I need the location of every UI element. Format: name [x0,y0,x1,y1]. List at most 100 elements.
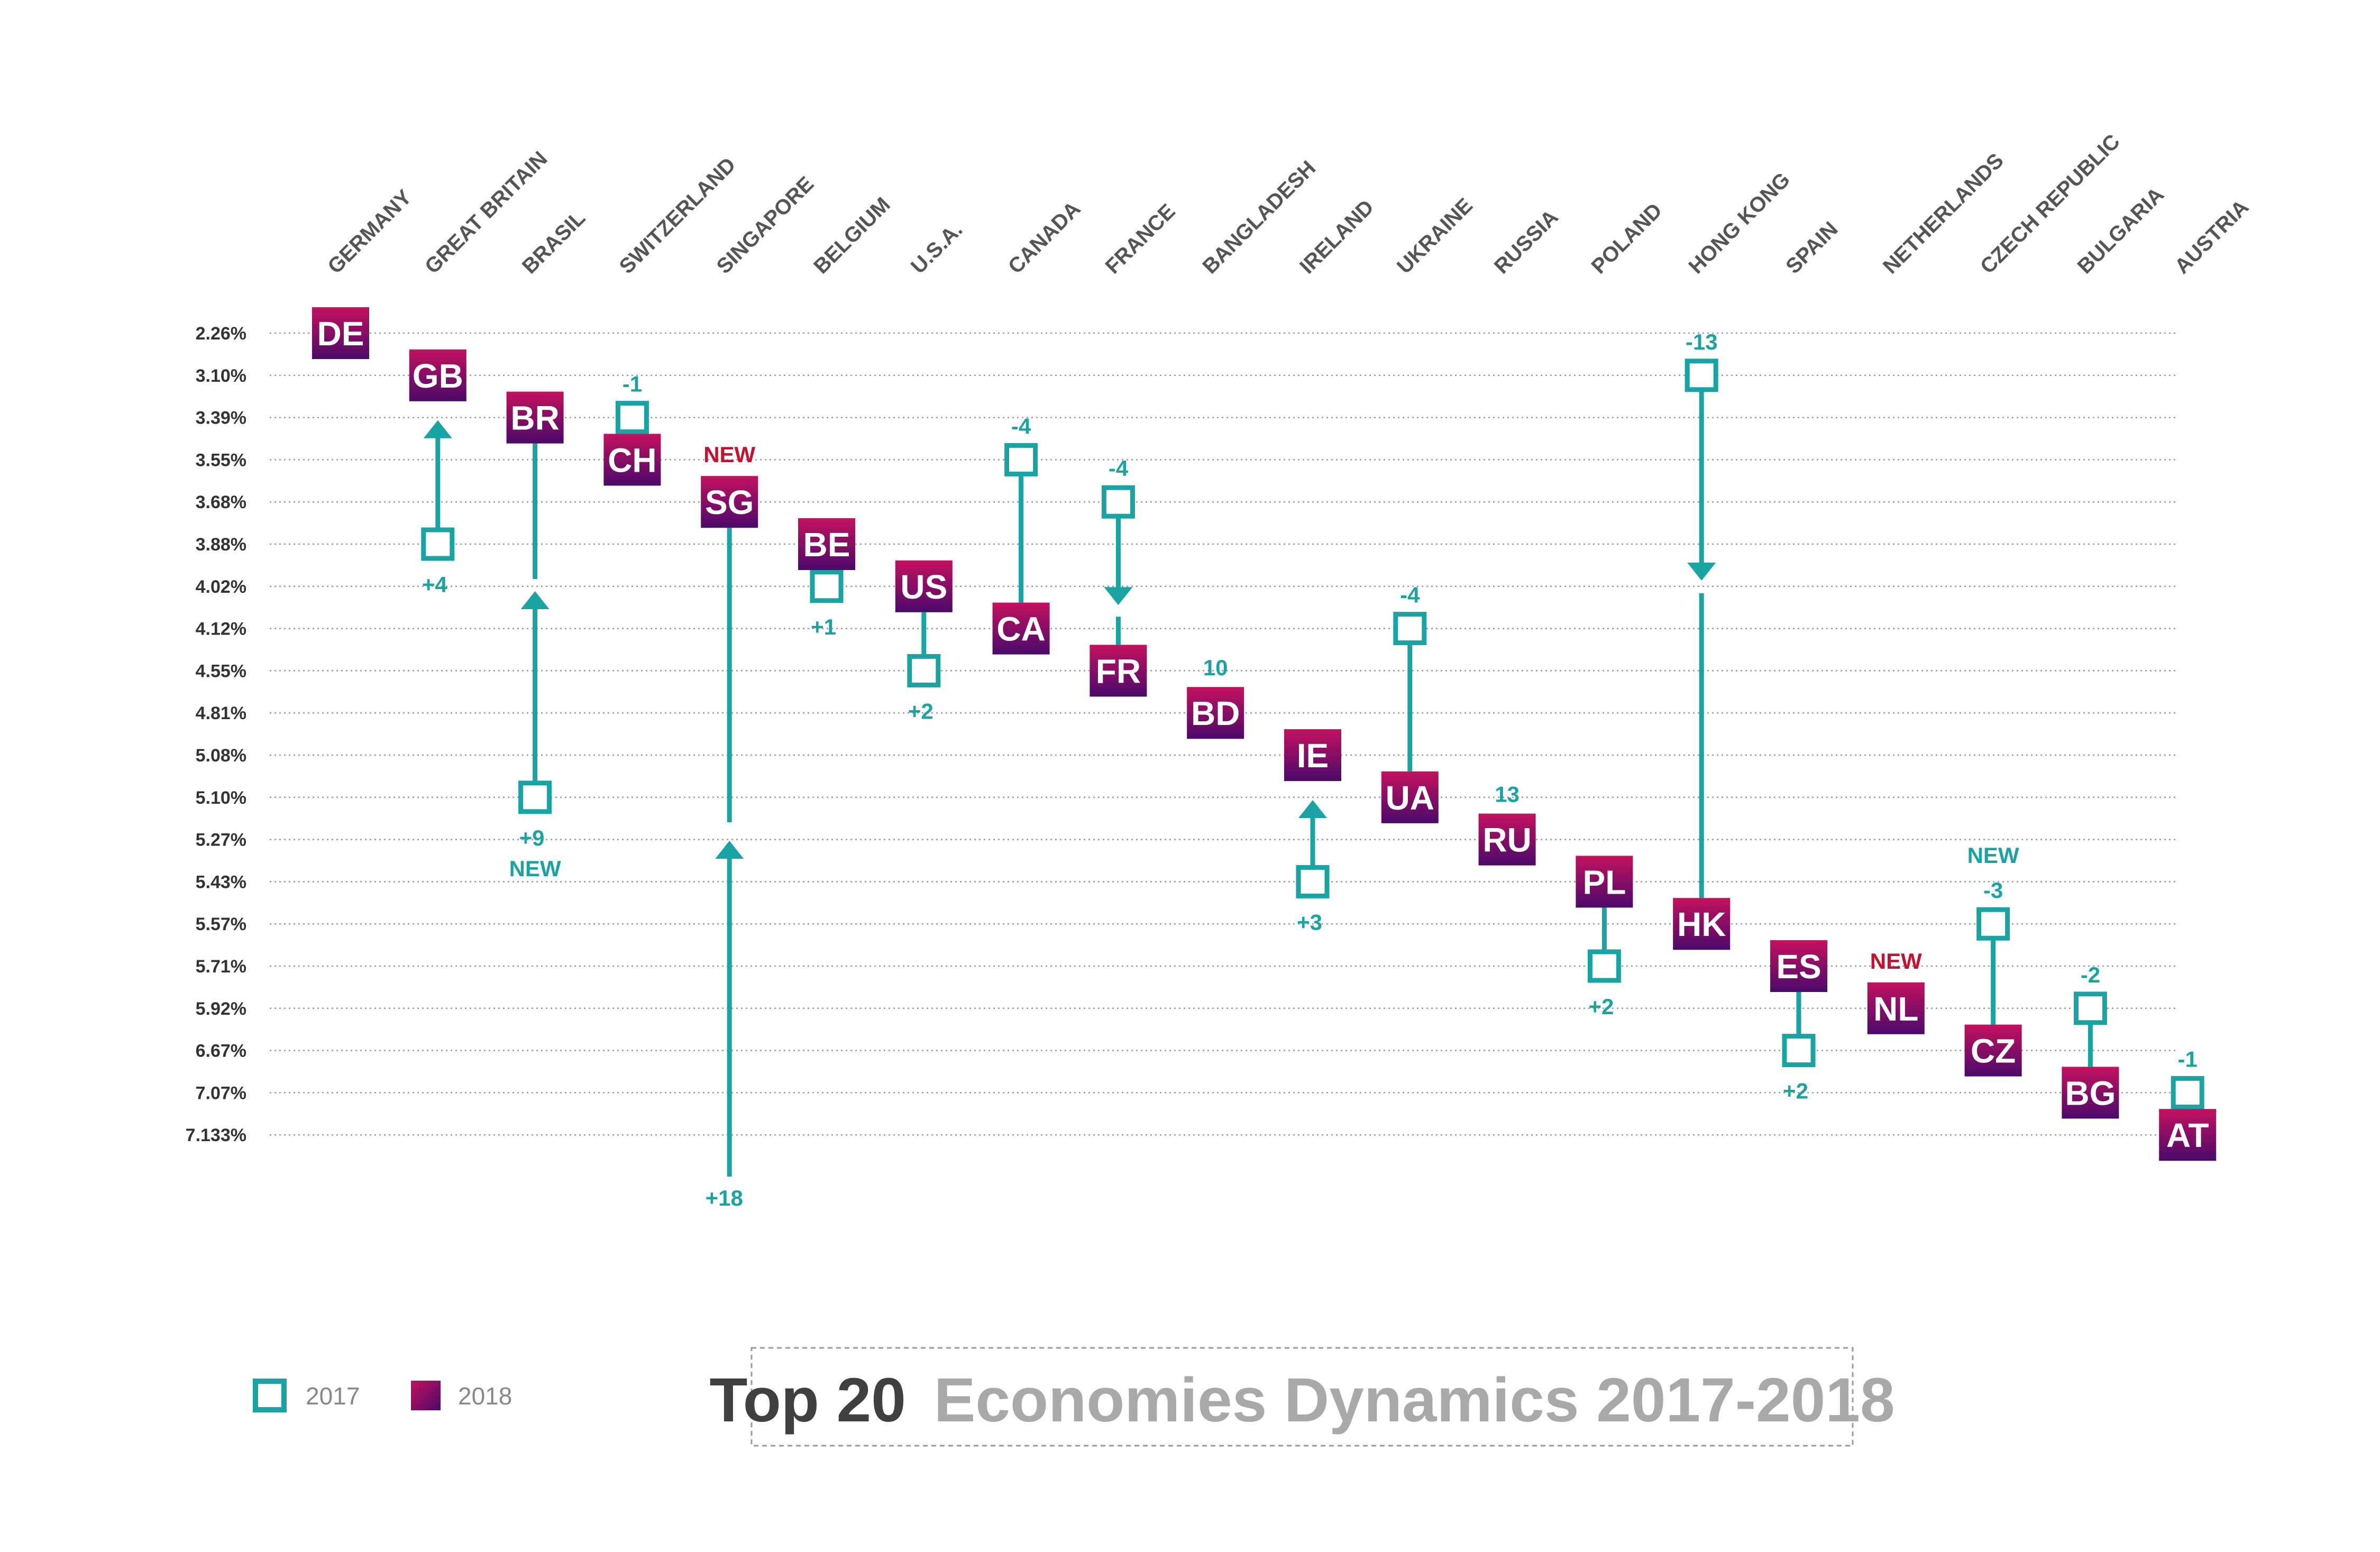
country-label: IRELAND [1295,196,1378,279]
marker-2017 [810,570,844,603]
y-tick-label: 5.08% [196,746,246,766]
y-tick-label: 5.57% [196,914,246,934]
country-label: FRANCE [1101,199,1180,278]
legend-2018-marker [411,1381,441,1410]
marker-2018 [1381,771,1439,823]
legend-2017-marker [253,1379,287,1412]
arrow-head [715,841,744,859]
marker-2018 [603,434,661,486]
marker-2017 [1393,612,1427,646]
y-tick-label: 2.26% [196,324,246,344]
marker-2018 [798,518,855,570]
y-tick-label: 3.88% [196,535,246,555]
rank-change-label: -13 [1686,329,1718,354]
country-label: BRASIL [518,206,590,278]
country-code-label: SG [705,483,754,521]
rank-change-label: NEW [1967,843,2019,868]
rank-change-label: -1 [2178,1046,2198,1071]
marker-2018 [2062,1067,2119,1119]
y-tick-label: 7.133% [186,1125,246,1145]
marker-2018 [1867,982,1925,1034]
chart-title: Top 20 Economies Dynamics 2017-2018 [709,1365,1894,1435]
connector-lines [423,389,2190,1177]
rank-change-label: NEW [509,856,561,881]
rank-change-label: +2 [1783,1079,1808,1104]
rank-change-label: +2 [908,699,933,723]
country-code-label: AT [2166,1116,2209,1154]
marker-2018 [701,476,758,528]
rank-change-label: +4 [422,572,448,597]
y-tick-label: 6.67% [196,1041,246,1061]
marker-2018 [1964,1024,2022,1077]
marker-2017 [1782,1034,1816,1068]
rank-change-label: +18 [706,1186,743,1210]
marker-2017 [2073,991,2107,1025]
chart-title-box: Top 20 Economies Dynamics 2017-2018 [709,1347,1895,1447]
country-code-label: BD [1191,694,1240,732]
country-code-label: CA [996,610,1045,648]
country-code-label: GB [413,357,463,395]
marker-2017 [1004,443,1038,476]
marker-2017 [615,401,649,435]
arrow-head [1687,563,1716,581]
rank-change-label: -4 [1400,583,1420,608]
y-tick-label: 4.81% [196,703,246,723]
marker-2018 [1284,729,1341,781]
legend-2017-label: 2017 [306,1382,360,1410]
y-tick-label: 3.55% [196,450,246,470]
marker-2017 [1587,949,1621,983]
country-label: CANADA [1004,197,1085,279]
country-label: HONG KONG [1684,168,1795,279]
rank-change-label: -2 [2081,962,2100,987]
rank-change-label: +3 [1297,910,1322,934]
marker-2017 [518,780,552,814]
rank-change-label: +1 [811,614,836,639]
y-tick-label: 3.68% [196,492,246,512]
rank-change-label: +9 [519,825,545,850]
y-tick-label: 4.12% [196,619,246,639]
country-code-label: BG [2065,1074,2116,1112]
marker-2018 [312,307,369,359]
arrow-head [520,591,550,609]
country-label: POLAND [1587,199,1667,279]
country-code-label: BR [510,399,559,437]
title-frame [750,1347,1854,1447]
arrow-head [1104,587,1133,605]
arrow-head [1298,800,1327,818]
country-code-label: PL [1583,863,1626,901]
y-tick-label: 3.10% [196,366,246,386]
y-tick-label: 5.71% [196,957,246,977]
rank-change-label: -4 [1109,456,1129,481]
country-label: UKRAINE [1393,194,1477,278]
marker-2017 [2171,1076,2204,1109]
marker-2018 [1090,645,1147,697]
y-tick-label: 4.02% [196,577,246,597]
rank-change-label: 13 [1495,782,1519,807]
title-part-1: Top 20 [709,1365,906,1435]
country-code-label: FR [1096,652,1141,690]
rank-change-label: -4 [1011,414,1031,438]
new-entry-label: NEW [703,442,755,467]
y-tick-label: 5.27% [196,830,246,850]
arrow-head [423,420,452,438]
country-code-label: RU [1482,821,1531,859]
legend: 2017 2018 [253,1379,512,1412]
y-tick-label: 5.92% [196,999,246,1019]
marker-2018 [895,560,953,612]
marker-2017 [1296,865,1330,898]
country-code-label: UA [1386,779,1434,817]
country-code-label: CZ [1971,1032,2016,1070]
marker-2017 [907,654,941,687]
y-tick-label: 5.10% [196,788,246,808]
marker-2018 [409,349,466,401]
marker-2018 [1187,687,1244,739]
marker-2017 [1685,359,1718,392]
marker-2017 [421,527,455,561]
country-label: SPAIN [1781,217,1842,278]
country-code-label: BE [803,526,850,564]
country-code-label: CH [608,441,656,479]
country-label: AUSTRIA [2170,196,2253,279]
country-code-label: HK [1677,905,1726,943]
